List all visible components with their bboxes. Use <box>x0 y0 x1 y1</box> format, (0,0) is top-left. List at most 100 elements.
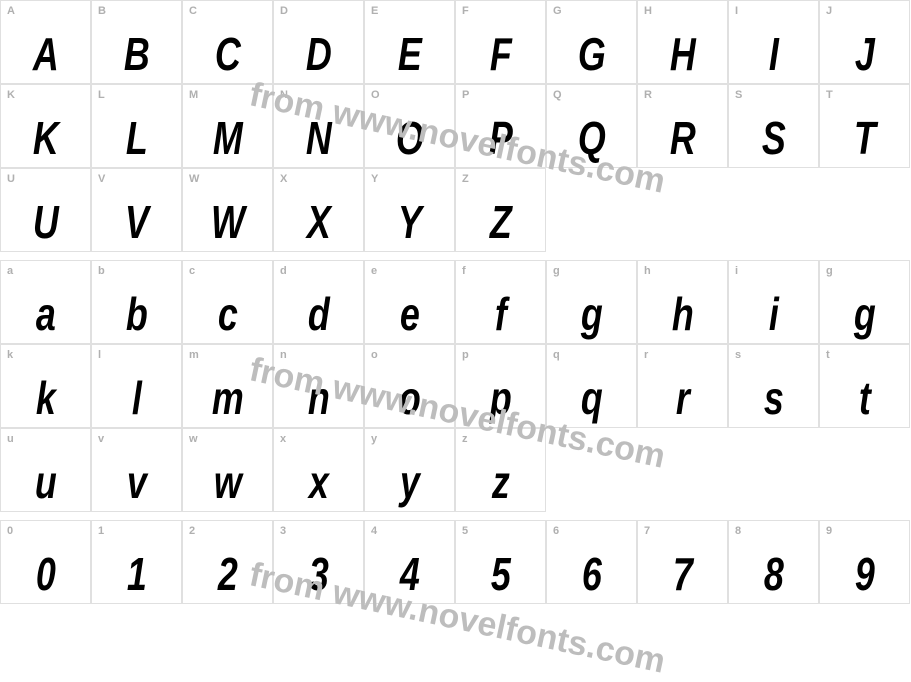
cell-label: O <box>371 89 380 101</box>
cell-glyph: 6 <box>557 551 626 597</box>
glyph-cell: 22 <box>182 520 273 604</box>
glyph-cell: WW <box>182 168 273 252</box>
glyph-row: UUVVWWXXYYZZ <box>0 168 911 252</box>
cell-label: a <box>7 265 13 277</box>
cell-glyph: A <box>11 31 80 77</box>
cell-glyph: e <box>375 291 444 337</box>
cell-glyph: k <box>11 375 80 421</box>
cell-label: d <box>280 265 287 277</box>
cell-label: 0 <box>7 525 13 537</box>
glyph-cell: dd <box>273 260 364 344</box>
cell-label: J <box>826 5 832 17</box>
cell-label: r <box>644 349 648 361</box>
cell-label: c <box>189 265 195 277</box>
cell-glyph: U <box>11 199 80 245</box>
cell-label: I <box>735 5 738 17</box>
cell-glyph: f <box>466 291 535 337</box>
cell-label: q <box>553 349 560 361</box>
cell-label: F <box>462 5 469 17</box>
glyph-cell: ll <box>91 344 182 428</box>
cell-label: 5 <box>462 525 468 537</box>
cell-label: y <box>371 433 377 445</box>
cell-label: s <box>735 349 741 361</box>
glyph-cell: pp <box>455 344 546 428</box>
glyph-cell: NN <box>273 84 364 168</box>
glyph-cell: UU <box>0 168 91 252</box>
glyph-cell: rr <box>637 344 728 428</box>
glyph-cell: LL <box>91 84 182 168</box>
cell-glyph: F <box>466 31 535 77</box>
cell-glyph: w <box>193 459 262 505</box>
cell-glyph: d <box>284 291 353 337</box>
cell-glyph: m <box>193 375 262 421</box>
glyph-cell: 00 <box>0 520 91 604</box>
glyph-cell: 66 <box>546 520 637 604</box>
glyph-cell: kk <box>0 344 91 428</box>
cell-glyph: I <box>739 31 808 77</box>
cell-label: w <box>189 433 198 445</box>
glyph-cell: RR <box>637 84 728 168</box>
cell-glyph: z <box>466 459 535 505</box>
glyph-cell: FF <box>455 0 546 84</box>
cell-label: L <box>98 89 105 101</box>
glyph-cell: DD <box>273 0 364 84</box>
glyph-cell: OO <box>364 84 455 168</box>
spacer-row <box>0 512 911 520</box>
cell-label: M <box>189 89 198 101</box>
cell-glyph: K <box>11 115 80 161</box>
cell-label: S <box>735 89 742 101</box>
glyph-cell: vv <box>91 428 182 512</box>
cell-label: R <box>644 89 652 101</box>
glyph-row: 00112233445566778899 <box>0 520 911 604</box>
cell-glyph: L <box>102 115 171 161</box>
cell-label: H <box>644 5 652 17</box>
glyph-cell: II <box>728 0 819 84</box>
cell-label: 7 <box>644 525 650 537</box>
glyph-cell: bb <box>91 260 182 344</box>
glyph-cell: gg <box>819 260 910 344</box>
cell-glyph: Q <box>557 115 626 161</box>
cell-label: G <box>553 5 562 17</box>
glyph-cell: 33 <box>273 520 364 604</box>
cell-glyph: M <box>193 115 262 161</box>
glyph-cell: ww <box>182 428 273 512</box>
cell-label: D <box>280 5 288 17</box>
cell-label: t <box>826 349 830 361</box>
glyph-cell: AA <box>0 0 91 84</box>
cell-label: m <box>189 349 199 361</box>
glyph-cell: HH <box>637 0 728 84</box>
glyph-cell: aa <box>0 260 91 344</box>
cell-label: N <box>280 89 288 101</box>
cell-glyph: X <box>284 199 353 245</box>
glyph-cell: 88 <box>728 520 819 604</box>
cell-label: x <box>280 433 286 445</box>
cell-glyph: 9 <box>830 551 899 597</box>
glyph-cell: gg <box>546 260 637 344</box>
glyph-cell: 77 <box>637 520 728 604</box>
glyph-cell: ss <box>728 344 819 428</box>
glyph-cell: 55 <box>455 520 546 604</box>
cell-label: i <box>735 265 738 277</box>
glyph-cell: EE <box>364 0 455 84</box>
cell-glyph: y <box>375 459 444 505</box>
cell-label: f <box>462 265 466 277</box>
cell-label: 1 <box>98 525 104 537</box>
cell-glyph: g <box>830 291 899 337</box>
glyph-row: KKLLMMNNOOPPQQRRSSTT <box>0 84 911 168</box>
cell-label: e <box>371 265 377 277</box>
cell-label: A <box>7 5 15 17</box>
glyph-row: kkllmmnnooppqqrrsstt <box>0 344 911 428</box>
cell-glyph: S <box>739 115 808 161</box>
cell-glyph: t <box>830 375 899 421</box>
glyph-cell: qq <box>546 344 637 428</box>
cell-label: o <box>371 349 378 361</box>
cell-label: T <box>826 89 833 101</box>
cell-glyph: g <box>557 291 626 337</box>
glyph-cell: 99 <box>819 520 910 604</box>
glyph-cell: oo <box>364 344 455 428</box>
cell-label: U <box>7 173 15 185</box>
cell-glyph: 3 <box>284 551 353 597</box>
glyph-cell: YY <box>364 168 455 252</box>
cell-glyph: h <box>648 291 717 337</box>
glyph-cell: 11 <box>91 520 182 604</box>
